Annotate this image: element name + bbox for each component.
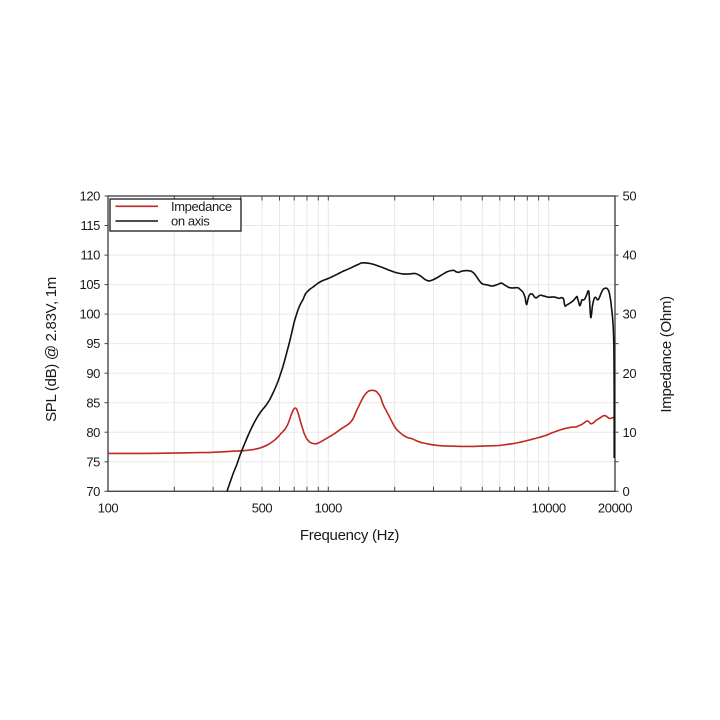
svg-text:40: 40 bbox=[623, 248, 637, 263]
svg-text:85: 85 bbox=[86, 395, 100, 410]
svg-text:1000: 1000 bbox=[315, 501, 342, 516]
svg-text:100: 100 bbox=[80, 307, 101, 322]
svg-text:90: 90 bbox=[86, 366, 100, 381]
svg-text:Impedance: Impedance bbox=[171, 199, 232, 214]
svg-text:10: 10 bbox=[623, 425, 637, 440]
svg-text:115: 115 bbox=[80, 218, 100, 233]
svg-text:10000: 10000 bbox=[532, 501, 566, 516]
svg-text:50: 50 bbox=[623, 189, 637, 204]
svg-text:SPL (dB) @ 2.83V, 1m: SPL (dB) @ 2.83V, 1m bbox=[43, 277, 60, 422]
svg-text:70: 70 bbox=[86, 484, 100, 499]
svg-text:80: 80 bbox=[86, 425, 100, 440]
svg-text:20: 20 bbox=[623, 366, 637, 381]
svg-text:Frequency (Hz): Frequency (Hz) bbox=[300, 527, 399, 544]
svg-text:110: 110 bbox=[80, 248, 100, 263]
svg-text:Impedance (Ohm): Impedance (Ohm) bbox=[658, 296, 675, 413]
svg-text:on axis: on axis bbox=[171, 214, 210, 229]
svg-text:500: 500 bbox=[252, 501, 273, 516]
svg-text:75: 75 bbox=[86, 454, 100, 469]
svg-text:120: 120 bbox=[80, 189, 101, 204]
svg-text:20000: 20000 bbox=[598, 501, 632, 516]
svg-text:0: 0 bbox=[623, 484, 630, 499]
svg-text:105: 105 bbox=[80, 277, 101, 292]
svg-text:95: 95 bbox=[86, 336, 100, 351]
svg-text:30: 30 bbox=[623, 307, 637, 322]
svg-text:100: 100 bbox=[98, 501, 119, 516]
